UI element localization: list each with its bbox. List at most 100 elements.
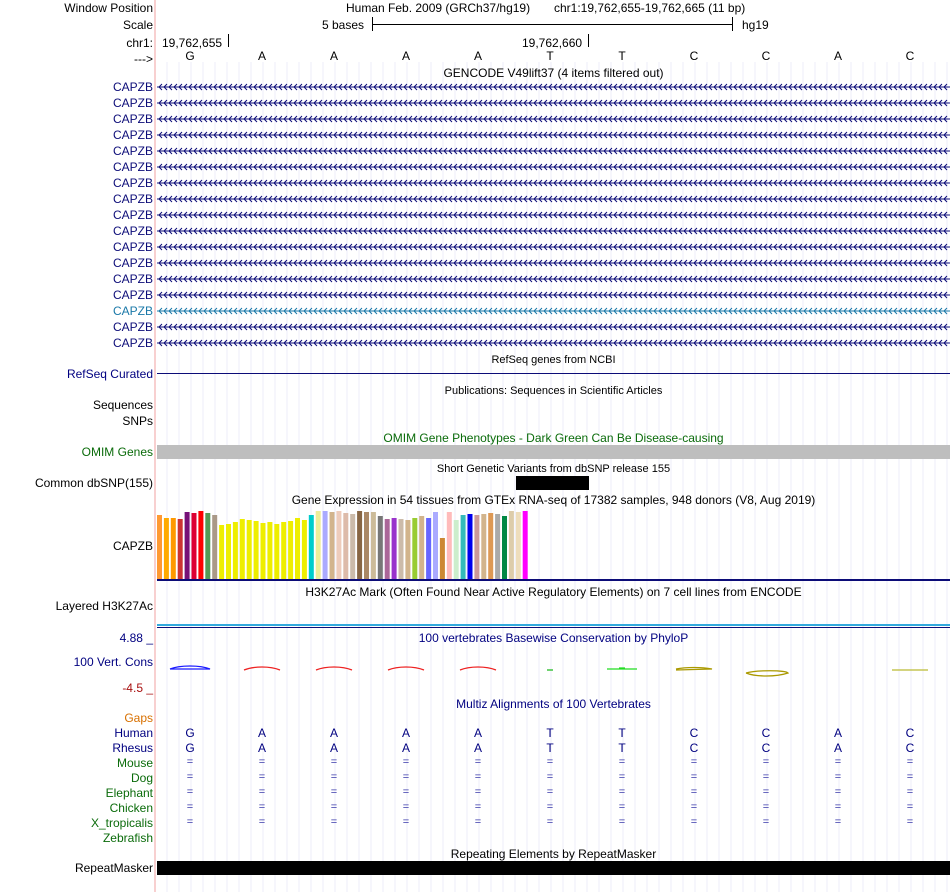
gtex-bar-chart[interactable] xyxy=(157,509,950,581)
multiz-aligned-base: A xyxy=(833,726,842,740)
multiz-species-label[interactable]: Mouse xyxy=(116,756,153,770)
gencode-transcript[interactable] xyxy=(157,130,950,140)
gtex-tissue-bar xyxy=(336,511,342,579)
phylop-label[interactable]: 100 Vert. Cons xyxy=(73,655,153,669)
base-letter: C xyxy=(905,49,915,63)
phylop-score-mark xyxy=(169,665,211,670)
multiz-species-label[interactable]: Chicken xyxy=(109,801,153,815)
multiz-aligned-base: A xyxy=(401,726,410,740)
gtex-tissue-bar xyxy=(508,511,514,579)
gencode-gene-label[interactable]: CAPZB xyxy=(112,96,153,110)
gencode-gene-label[interactable]: CAPZB xyxy=(112,240,153,254)
dbsnp-label[interactable]: Common dbSNP(155) xyxy=(34,476,153,490)
gencode-transcript[interactable] xyxy=(157,162,950,172)
gtex-tissue-bar xyxy=(205,513,211,579)
dbsnp-variant-block[interactable] xyxy=(516,476,589,490)
multiz-match-symbol: = xyxy=(474,756,482,768)
multiz-gaps-label[interactable]: Gaps xyxy=(124,711,153,725)
gencode-gene-label[interactable]: CAPZB xyxy=(112,80,153,94)
gtex-tissue-bar xyxy=(281,522,287,579)
gencode-gene-label[interactable]: CAPZB xyxy=(112,128,153,142)
gencode-transcript[interactable] xyxy=(157,210,950,220)
multiz-match-symbol: = xyxy=(474,801,482,813)
gtex-tissue-bar xyxy=(315,511,321,579)
multiz-species-label[interactable]: Rhesus xyxy=(112,741,153,755)
gencode-gene-label[interactable]: CAPZB xyxy=(112,336,153,350)
position-range[interactable]: chr1:19,762,655-19,762,665 (11 bp) xyxy=(554,1,746,15)
gencode-gene-label[interactable]: CAPZB xyxy=(112,208,153,222)
gencode-gene-label[interactable]: CAPZB xyxy=(112,320,153,334)
gencode-transcript[interactable] xyxy=(157,194,950,204)
refseq-track-title[interactable]: RefSeq genes from NCBI xyxy=(491,354,616,366)
repeatmasker-track-title[interactable]: Repeating Elements by RepeatMasker xyxy=(450,847,657,861)
gencode-transcript[interactable] xyxy=(157,114,950,124)
phylop-score-mark xyxy=(387,666,425,671)
multiz-species-label[interactable]: Human xyxy=(114,726,153,740)
omim-track-title[interactable]: OMIM Gene Phenotypes - Dark Green Can Be… xyxy=(383,431,724,445)
strand-arrows xyxy=(158,99,948,107)
multiz-aligned-base: A xyxy=(833,741,842,755)
refseq-feature-line[interactable] xyxy=(157,373,950,374)
multiz-species-label[interactable]: Dog xyxy=(130,771,153,785)
gencode-transcript[interactable] xyxy=(157,146,950,156)
publications-label-snps[interactable]: SNPs xyxy=(122,414,153,428)
multiz-match-symbol: = xyxy=(762,816,770,828)
gencode-transcript[interactable] xyxy=(157,82,950,92)
gencode-gene-label[interactable]: CAPZB xyxy=(112,192,153,206)
gencode-transcript[interactable] xyxy=(157,322,950,332)
gencode-transcript[interactable] xyxy=(157,226,950,236)
omim-label[interactable]: OMIM Genes xyxy=(81,445,153,459)
gencode-gene-label[interactable]: CAPZB xyxy=(112,304,153,318)
omim-feature-bar[interactable] xyxy=(157,445,950,459)
multiz-species-label[interactable]: X_tropicalis xyxy=(90,816,153,830)
gencode-gene-label[interactable]: CAPZB xyxy=(112,224,153,238)
multiz-match-symbol: = xyxy=(402,801,410,813)
publications-track-title[interactable]: Publications: Sequences in Scientific Ar… xyxy=(444,385,663,397)
gencode-gene-label[interactable]: CAPZB xyxy=(112,272,153,286)
h3k27ac-label[interactable]: Layered H3K27Ac xyxy=(55,599,153,613)
multiz-match-symbol: = xyxy=(762,786,770,798)
gencode-gene-label[interactable]: CAPZB xyxy=(112,256,153,270)
gtex-label[interactable]: CAPZB xyxy=(112,539,153,553)
multiz-aligned-base: T xyxy=(618,726,626,740)
gencode-gene-label[interactable]: CAPZB xyxy=(112,160,153,174)
gencode-track-title[interactable]: GENCODE V49lift37 (4 items filtered out) xyxy=(443,66,664,80)
phylop-wiggle[interactable] xyxy=(157,660,950,682)
gencode-transcript[interactable] xyxy=(157,178,950,188)
repeatmasker-label[interactable]: RepeatMasker xyxy=(74,861,153,875)
gencode-transcript[interactable] xyxy=(157,242,950,252)
dbsnp-track-title[interactable]: Short Genetic Variants from dbSNP releas… xyxy=(436,463,671,475)
multiz-match-symbol: = xyxy=(834,756,842,768)
refseq-label[interactable]: RefSeq Curated xyxy=(66,367,153,381)
gencode-transcript[interactable] xyxy=(157,274,950,284)
gencode-gene-label[interactable]: CAPZB xyxy=(112,112,153,126)
base-letter: T xyxy=(618,49,626,63)
publications-label-sequences[interactable]: Sequences xyxy=(92,398,153,412)
multiz-match-symbol: = xyxy=(546,786,554,798)
multiz-match-symbol: = xyxy=(618,771,626,783)
gencode-transcript[interactable] xyxy=(157,338,950,348)
gencode-gene-label[interactable]: CAPZB xyxy=(112,288,153,302)
gtex-tissue-bar xyxy=(364,512,369,579)
multiz-aligned-base: A xyxy=(473,726,482,740)
strand-arrows xyxy=(158,291,948,299)
strand-arrows xyxy=(158,163,948,171)
phylop-track-title[interactable]: 100 vertebrates Basewise Conservation by… xyxy=(418,631,689,645)
multiz-species-label[interactable]: Elephant xyxy=(105,786,153,800)
multiz-match-symbol: = xyxy=(834,771,842,783)
coord-left: 19,762,655 xyxy=(162,36,223,50)
gtex-track-title[interactable]: Gene Expression in 54 tissues from GTEx … xyxy=(291,493,816,507)
gencode-gene-label[interactable]: CAPZB xyxy=(112,176,153,190)
gencode-transcript[interactable] xyxy=(157,258,950,268)
gencode-transcript[interactable] xyxy=(157,290,950,300)
gtex-tissue-bar xyxy=(260,523,266,579)
h3k27ac-track-title[interactable]: H3K27Ac Mark (Often Found Near Active Re… xyxy=(305,585,802,599)
multiz-match-symbol: = xyxy=(474,786,482,798)
repeatmasker-feature-bar[interactable] xyxy=(157,861,950,875)
gencode-transcript[interactable] xyxy=(157,306,950,316)
gtex-tissue-bar xyxy=(439,538,445,579)
multiz-track-title[interactable]: Multiz Alignments of 100 Vertebrates xyxy=(456,697,651,711)
multiz-species-label[interactable]: Zebrafish xyxy=(102,831,153,845)
gencode-transcript[interactable] xyxy=(157,98,950,108)
gencode-gene-label[interactable]: CAPZB xyxy=(112,144,153,158)
